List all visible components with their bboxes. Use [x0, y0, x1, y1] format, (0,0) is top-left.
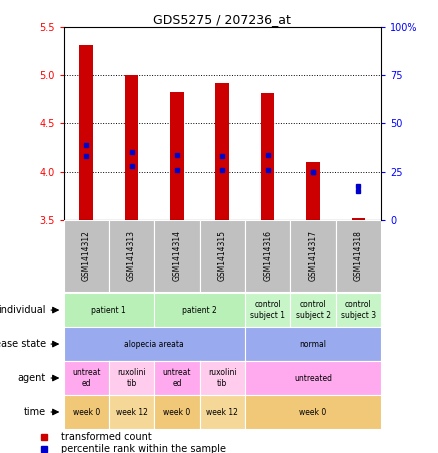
Text: ruxolini
tib: ruxolini tib	[117, 368, 146, 388]
Text: control
subject 3: control subject 3	[341, 300, 376, 320]
Title: GDS5275 / 207236_at: GDS5275 / 207236_at	[153, 13, 291, 26]
Bar	[261, 92, 275, 220]
Bar	[125, 75, 138, 220]
Text: alopecia areata: alopecia areata	[124, 340, 184, 348]
Text: disease state: disease state	[0, 339, 46, 349]
Bar	[109, 220, 154, 292]
Bar	[215, 83, 229, 220]
Bar	[336, 220, 381, 292]
Text: agent: agent	[18, 373, 46, 383]
Text: patient 1: patient 1	[92, 306, 126, 314]
Bar	[352, 218, 365, 220]
Text: transformed count: transformed count	[61, 432, 152, 442]
Bar	[290, 220, 336, 292]
Text: GSM1414317: GSM1414317	[308, 231, 318, 281]
Text: normal: normal	[300, 340, 326, 348]
Text: untreat
ed: untreat ed	[162, 368, 191, 388]
Text: week 0: week 0	[300, 408, 327, 416]
Bar	[79, 44, 93, 220]
Text: ruxolini
tib: ruxolini tib	[208, 368, 237, 388]
Bar	[200, 220, 245, 292]
Bar	[170, 92, 184, 220]
Text: week 0: week 0	[73, 408, 100, 416]
Text: GSM1414318: GSM1414318	[354, 231, 363, 281]
Text: week 0: week 0	[163, 408, 191, 416]
Bar	[64, 220, 109, 292]
Text: GSM1414314: GSM1414314	[173, 231, 181, 281]
Text: week 12: week 12	[116, 408, 148, 416]
Text: GSM1414313: GSM1414313	[127, 231, 136, 281]
Text: percentile rank within the sample: percentile rank within the sample	[61, 443, 226, 453]
Bar	[154, 220, 200, 292]
Text: control
subject 1: control subject 1	[250, 300, 285, 320]
Bar	[245, 220, 290, 292]
Text: individual: individual	[0, 305, 46, 315]
Text: week 12: week 12	[206, 408, 238, 416]
Bar	[306, 162, 320, 220]
Text: control
subject 2: control subject 2	[296, 300, 331, 320]
Text: GSM1414312: GSM1414312	[82, 231, 91, 281]
Text: untreated: untreated	[294, 374, 332, 382]
Text: time: time	[24, 407, 46, 417]
Text: GSM1414316: GSM1414316	[263, 231, 272, 281]
Text: GSM1414315: GSM1414315	[218, 231, 227, 281]
Text: untreat
ed: untreat ed	[72, 368, 100, 388]
Text: patient 2: patient 2	[182, 306, 217, 314]
